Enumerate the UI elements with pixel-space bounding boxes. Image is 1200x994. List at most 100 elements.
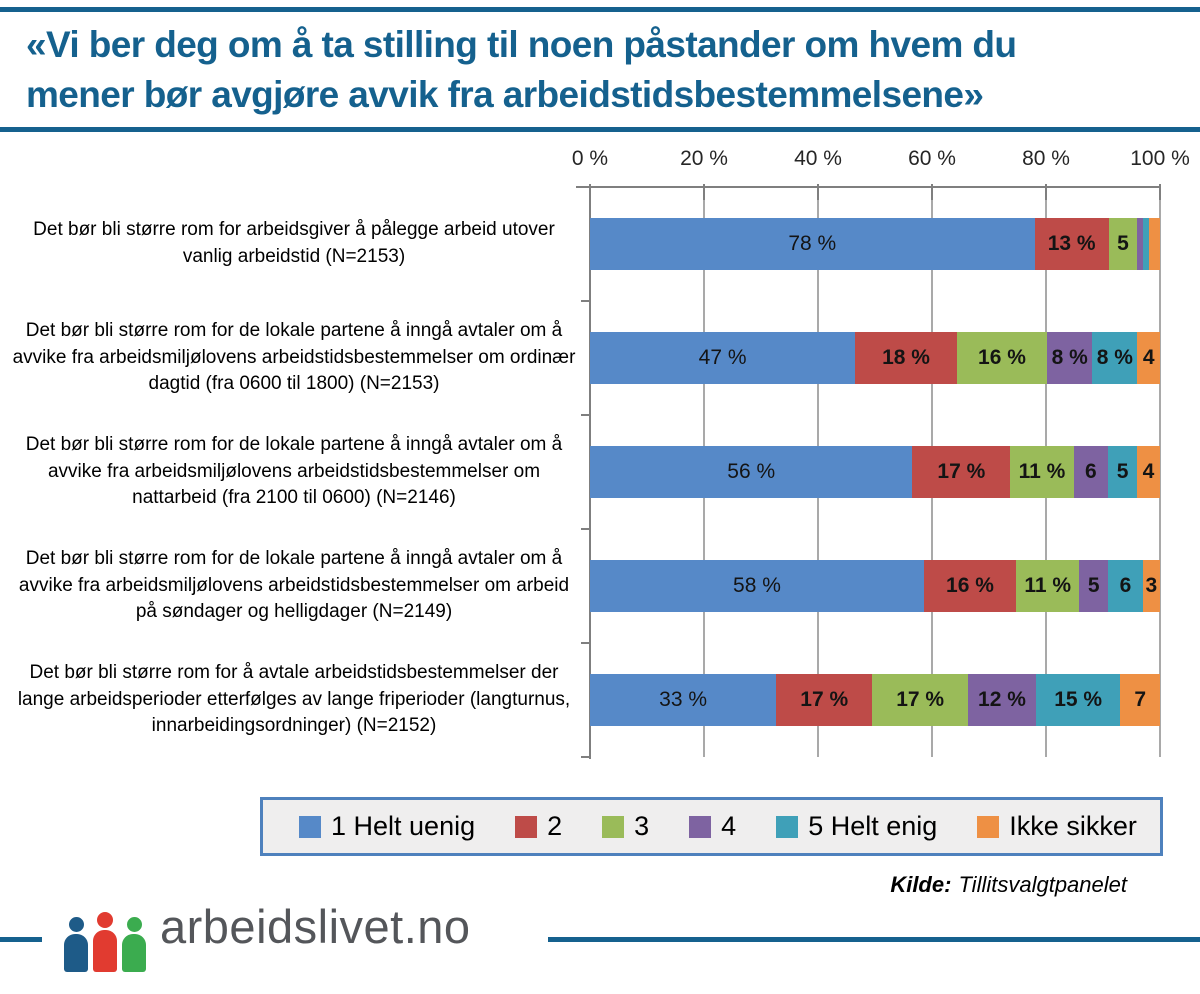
- category-label: Det bør bli større rom for arbeidsgiver …: [33, 219, 555, 267]
- legend-swatch-blue: [299, 815, 321, 838]
- category-axis-tick: [581, 642, 590, 644]
- bar-value-label: 78 %: [788, 232, 837, 255]
- bar-segment: 58 %: [590, 560, 924, 612]
- bar-value-label: 3: [1145, 574, 1158, 597]
- bar-value-label: 16 %: [946, 574, 994, 597]
- x-axis-labels: 0 % 20 % 40 % 60 % 80 % 100 %: [0, 147, 1200, 175]
- bar-segment: 16 %: [956, 332, 1048, 384]
- bar-segment: 17 %: [776, 674, 873, 726]
- legend-swatch-green: [602, 815, 625, 838]
- legend-label: 1 Helt uenig: [331, 811, 476, 841]
- x-axis-line: [576, 186, 1160, 188]
- bar-value-label: 17 %: [896, 688, 945, 711]
- bar-segment: 13 %: [1034, 218, 1109, 270]
- title-divider: [0, 127, 1200, 132]
- bar-segment: 8 %: [1092, 332, 1138, 384]
- bar-value-label: 7: [1134, 688, 1147, 711]
- legend-item-2: 2: [515, 811, 562, 842]
- category-labels: Det bør bli større rom for arbeidsgiver …: [8, 187, 580, 757]
- bar-segment: [1142, 218, 1149, 270]
- bar-segment: 6: [1073, 446, 1109, 498]
- category-label: Det bør bli større rom for de lokale par…: [12, 320, 576, 395]
- top-divider: [0, 7, 1200, 12]
- bar-segment: 16 %: [923, 560, 1017, 612]
- bar-value-label: 5: [1116, 460, 1129, 483]
- bar-segment: 11 %: [1010, 446, 1074, 498]
- gridline: [1159, 187, 1161, 757]
- bar-value-label: 18 %: [882, 346, 930, 369]
- bar-row: 47 % 18 % 16 % 8 % 8 % 4: [590, 332, 1160, 384]
- bar-segment: 56 %: [590, 446, 913, 498]
- person-icon-green: [122, 917, 146, 972]
- logo-wordmark: arbeidslivet.no: [160, 900, 471, 953]
- bar-row: 33 % 17 % 17 % 12 % 15 % 7: [590, 674, 1160, 726]
- legend-label: 3: [634, 811, 650, 841]
- category-axis-tick: [581, 414, 590, 416]
- footer-line-left: [0, 937, 42, 942]
- legend-label: 4: [721, 811, 737, 841]
- bar-value-label: 17 %: [937, 460, 986, 483]
- source-text: Tillitsvalgtpanelet: [958, 872, 1127, 897]
- bar-segment: 3: [1142, 560, 1160, 612]
- bar-value-label: 58 %: [733, 574, 781, 597]
- bar-segment: 17 %: [912, 446, 1011, 498]
- bar-segment: 5: [1108, 446, 1137, 498]
- bar-value-label: 33 %: [659, 688, 708, 711]
- bar-value-label: 12 %: [978, 688, 1026, 711]
- page-title-line-1: «Vi ber deg om å ta stilling til noen på…: [26, 24, 1017, 65]
- category-axis-tick: [581, 756, 590, 758]
- axis-tick: [703, 184, 705, 200]
- bar-value-label: 4: [1142, 460, 1155, 483]
- bar-row: 58 % 16 % 11 % 5 6 3: [590, 560, 1160, 612]
- legend-swatch-purple: [689, 815, 712, 838]
- three-people-icon: [64, 900, 146, 972]
- legend-swatch-orange: [977, 815, 1000, 838]
- bar-value-label: 8 %: [1096, 346, 1133, 369]
- bar-value-label: 6: [1119, 574, 1132, 597]
- bar-segment: 18 %: [855, 332, 957, 384]
- bar-segment: 8 %: [1047, 332, 1093, 384]
- bar-segment: 5: [1079, 560, 1109, 612]
- legend-item-3: 3: [602, 811, 649, 842]
- x-axis-tick-label: 80 %: [1022, 147, 1070, 170]
- bar-value-label: 56 %: [727, 460, 776, 483]
- footer-line-right: [548, 937, 1200, 942]
- bar-segment: 4: [1136, 446, 1160, 498]
- bar-segment: 4: [1137, 332, 1160, 384]
- legend-item-5-helt-enig: 5 Helt enig: [776, 811, 937, 842]
- legend-item-4: 4: [689, 811, 736, 842]
- x-axis-tick-label: 0 %: [571, 147, 609, 170]
- x-axis-tick-label: 100 %: [1130, 147, 1190, 170]
- page-title-line-2: mener bør avgjøre avvik fra arbeidstidsb…: [26, 73, 984, 115]
- x-axis-tick-label: 20 %: [680, 147, 728, 170]
- category-label: Det bør bli større rom for å avtale arbe…: [17, 662, 571, 737]
- bar-value-label: 11 %: [1024, 574, 1072, 597]
- page-title: «Vi ber deg om å ta stilling til noen på…: [26, 20, 1186, 120]
- bar-segment: 11 %: [1016, 560, 1080, 612]
- bar-segment: 12 %: [968, 674, 1036, 726]
- bar-segment: [1137, 218, 1143, 270]
- bar-segment: [1148, 218, 1160, 270]
- legend-label: 5 Helt enig: [808, 811, 938, 841]
- legend-label: 2: [547, 811, 563, 841]
- bar-segment: 78 %: [590, 218, 1035, 270]
- bar-value-label: 8 %: [1051, 346, 1088, 369]
- bar-row: 78 % 13 % 5: [590, 218, 1160, 270]
- axis-tick: [931, 184, 933, 200]
- person-icon-blue: [64, 917, 88, 972]
- bar-segment: 47 %: [590, 332, 856, 384]
- bar-value-label: 6: [1085, 460, 1097, 483]
- x-axis-tick-label: 40 %: [794, 147, 842, 170]
- legend-item-1-helt-uenig: 1 Helt uenig: [299, 811, 475, 842]
- bar-row: 56 % 17 % 11 % 6 5 4: [590, 446, 1160, 498]
- legend-swatch-teal: [776, 815, 799, 838]
- stacked-bar-plot-area: 78 % 13 % 5 47 % 18 % 16 % 8 % 8 % 4 56 % 17 % 11 %…: [576, 184, 1161, 759]
- axis-tick: [1045, 184, 1047, 200]
- bar-segment: 5: [1108, 218, 1138, 270]
- bar-value-label: 5: [1117, 232, 1129, 255]
- bar-value-label: 16 %: [978, 346, 1026, 369]
- bar-segment: 33 %: [590, 674, 777, 726]
- bar-value-label: 4: [1142, 346, 1155, 369]
- legend-swatch-red: [515, 815, 538, 838]
